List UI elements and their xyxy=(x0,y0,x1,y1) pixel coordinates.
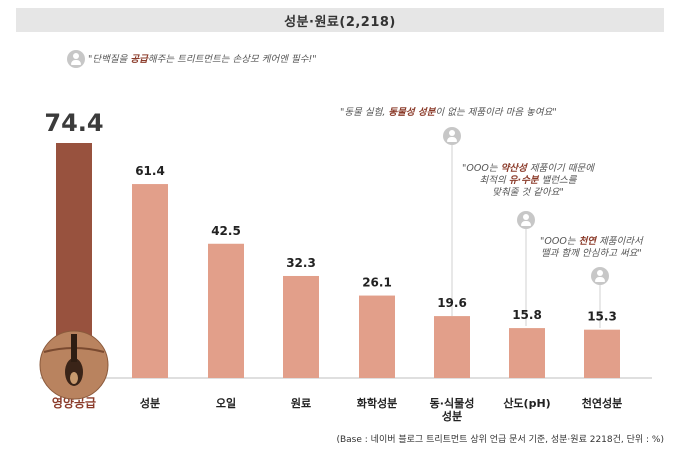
quote-text: 밸런스를 xyxy=(538,175,577,186)
footnote: (Base : 네이버 블로그 트리트먼트 상위 언급 문서 기준, 성분·원료… xyxy=(336,435,664,445)
value-label: 15.8 xyxy=(512,308,542,322)
quote-highlight: 공급 xyxy=(130,54,148,65)
quote-highlight: 천연 xyxy=(578,236,597,247)
person-icon xyxy=(517,211,535,229)
quote-highlight: 유·수분 xyxy=(508,175,539,186)
quote-natural: "OOO는 천연 제품이라서 뗄과 함께 안심하고 써요" xyxy=(540,236,643,260)
quote-text: 제품이라서 xyxy=(596,236,643,247)
value-label: 74.4 xyxy=(44,109,103,137)
quote-text: 이 없는 제품이라 마음 놓여요" xyxy=(435,107,557,118)
bar-6 xyxy=(509,328,545,378)
bar-4 xyxy=(359,295,395,378)
category-label: 산도(pH) xyxy=(503,396,550,410)
value-label: 32.3 xyxy=(286,256,316,270)
category-label: 오일 xyxy=(216,396,236,410)
person-icon xyxy=(443,127,461,145)
chart-title-bar: 성분·원료(2,218) xyxy=(16,8,664,32)
hair-follicle-icon xyxy=(39,330,109,400)
bar-7 xyxy=(584,329,620,378)
value-label: 61.4 xyxy=(135,164,165,178)
bar-5 xyxy=(434,316,470,378)
person-icon xyxy=(591,267,609,285)
bar-2 xyxy=(208,243,244,378)
category-label: 성분 xyxy=(140,396,160,410)
quote-protein: "단백질을 공급해주는 트리트먼트는 손상모 케어엔 필수!" xyxy=(88,54,317,66)
category-label: 천연성분 xyxy=(582,396,622,410)
quote-animal: "동물 실험, 동물성 성분이 없는 제품이라 마음 놓여요" xyxy=(340,107,557,119)
quote-text: "단백질을 xyxy=(88,54,131,65)
quote-text: "OOO는 xyxy=(540,236,579,247)
category-label: 영양공급 xyxy=(52,395,96,410)
category-label: 성분 xyxy=(442,409,462,423)
quote-highlight: 동물성 성분 xyxy=(388,107,436,118)
category-label: 화학성분 xyxy=(357,396,397,410)
bar-1 xyxy=(132,184,168,378)
quote-text: 뗄과 함께 안심하고 써요" xyxy=(540,248,642,259)
value-label: 15.3 xyxy=(587,310,617,324)
quote-text: 제품이기 때문에 xyxy=(526,163,595,174)
quote-text: "동물 실험, xyxy=(340,107,389,118)
bar-3 xyxy=(283,275,319,378)
person-icon xyxy=(67,50,85,68)
value-label: 42.5 xyxy=(211,224,241,238)
quote-highlight: 약산성 xyxy=(500,163,527,174)
quote-text: 최적의 xyxy=(479,175,509,186)
quote-text: 맞춰줄 것 같아요" xyxy=(492,187,564,198)
category-label: 동·식물성 xyxy=(430,396,475,410)
value-label: 26.1 xyxy=(362,276,392,290)
value-label: 19.6 xyxy=(437,296,467,310)
category-label: 원료 xyxy=(291,396,311,410)
quote-text: 해주는 트리트먼트는 손상모 케어엔 필수!" xyxy=(147,54,317,65)
quote-text: "OOO는 xyxy=(462,163,501,174)
chart-title: 성분·원료(2,218) xyxy=(284,14,396,30)
